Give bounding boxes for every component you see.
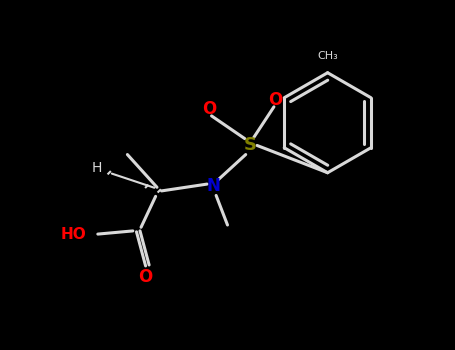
Text: CH₃: CH₃ bbox=[317, 51, 338, 61]
Text: HO: HO bbox=[61, 226, 86, 242]
Text: O: O bbox=[138, 268, 153, 286]
Text: N: N bbox=[207, 177, 221, 195]
Text: O: O bbox=[268, 91, 283, 109]
Text: O: O bbox=[202, 100, 217, 118]
Text: H: H bbox=[92, 161, 102, 175]
Text: S: S bbox=[244, 136, 257, 154]
